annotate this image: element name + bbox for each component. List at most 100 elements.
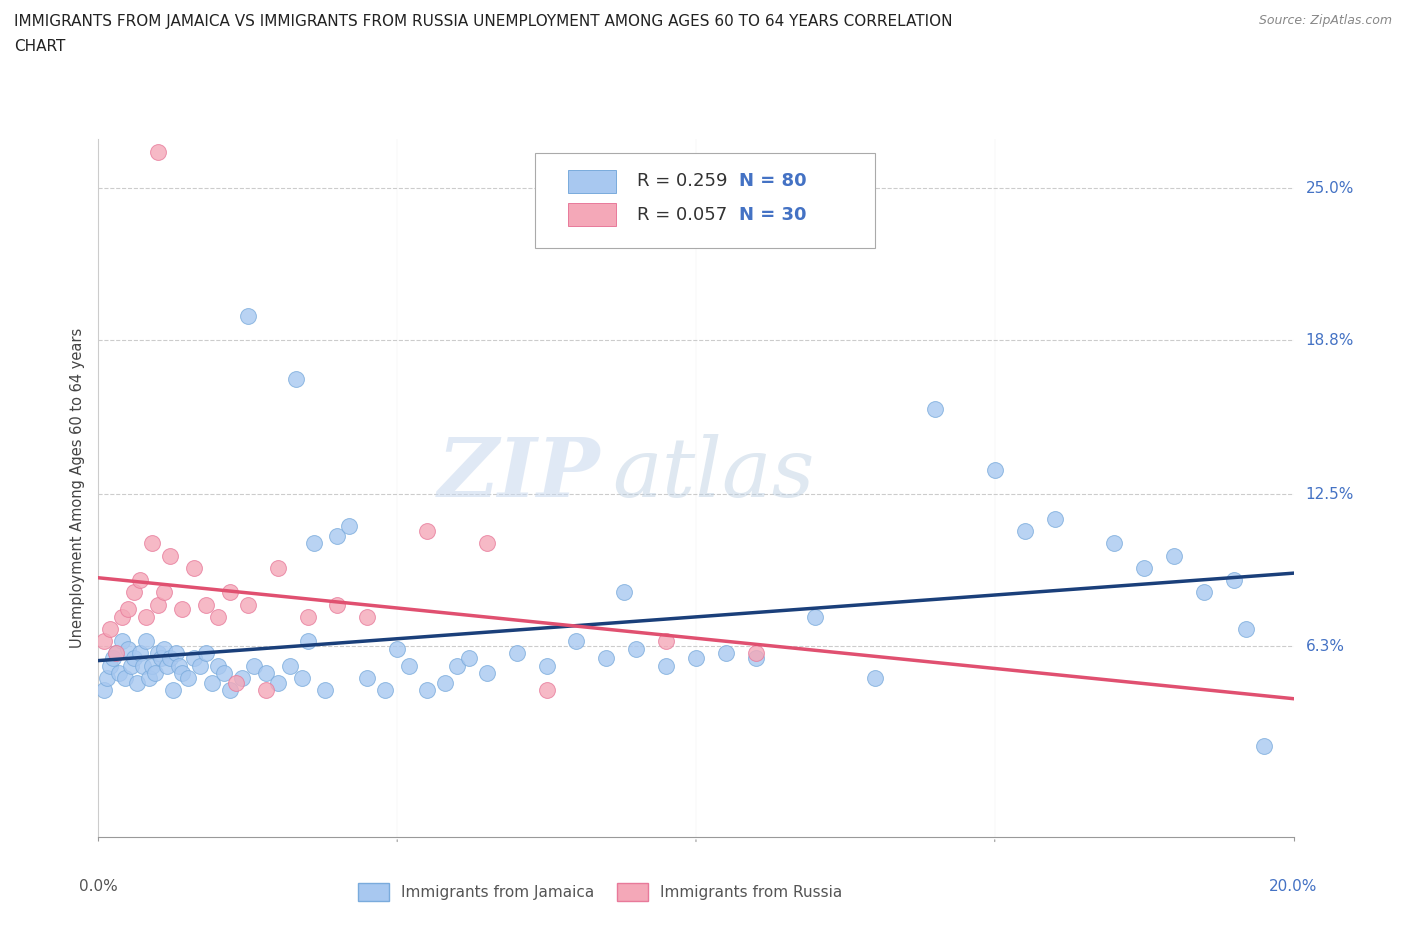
Point	[302, 536, 325, 551]
Point	[117, 602, 139, 617]
FancyBboxPatch shape	[568, 170, 616, 193]
Text: atlas: atlas	[612, 434, 814, 514]
Point	[314, 683, 337, 698]
Point	[458, 651, 481, 666]
Point	[284, 372, 307, 387]
Point	[254, 666, 277, 681]
Point	[194, 597, 218, 612]
Text: ZIP: ZIP	[437, 434, 600, 514]
Point	[374, 683, 396, 698]
Point	[127, 675, 149, 690]
Point	[111, 609, 134, 624]
Point	[267, 561, 290, 576]
Point	[446, 658, 468, 673]
Point	[141, 658, 163, 673]
Point	[188, 658, 211, 673]
Point	[356, 609, 378, 624]
Point	[132, 658, 155, 673]
Point	[326, 528, 349, 543]
Point	[143, 666, 166, 681]
Point	[416, 524, 439, 538]
Legend: Immigrants from Jamaica, Immigrants from Russia: Immigrants from Jamaica, Immigrants from…	[353, 877, 848, 907]
Point	[207, 609, 229, 624]
FancyBboxPatch shape	[534, 153, 875, 247]
Point	[267, 675, 290, 690]
Point	[172, 666, 194, 681]
Point	[339, 519, 360, 534]
Point	[254, 683, 277, 698]
Text: R = 0.259: R = 0.259	[637, 172, 728, 191]
Point	[231, 671, 253, 685]
Point	[93, 683, 115, 698]
Point	[745, 651, 768, 666]
Point	[148, 144, 170, 159]
Point	[108, 666, 131, 681]
Text: 18.8%: 18.8%	[1305, 333, 1354, 348]
Point	[863, 671, 886, 685]
Point	[111, 633, 134, 648]
Point	[177, 671, 200, 685]
Point	[1234, 621, 1257, 636]
Point	[243, 658, 266, 673]
FancyBboxPatch shape	[568, 204, 616, 226]
Text: 0.0%: 0.0%	[79, 879, 118, 894]
Point	[129, 646, 152, 661]
Point	[162, 683, 184, 698]
Text: 25.0%: 25.0%	[1305, 181, 1354, 196]
Point	[148, 646, 170, 661]
Point	[655, 633, 678, 648]
Point	[1222, 573, 1246, 588]
Point	[135, 633, 157, 648]
Point	[326, 597, 349, 612]
Point	[124, 585, 146, 600]
Point	[1192, 585, 1215, 600]
Point	[172, 602, 194, 617]
Point	[98, 621, 122, 636]
Point	[138, 671, 160, 685]
Point	[150, 651, 173, 666]
Point	[212, 666, 235, 681]
Point	[655, 658, 678, 673]
Point	[924, 401, 946, 416]
Point	[506, 646, 529, 661]
Text: 12.5%: 12.5%	[1305, 487, 1354, 502]
Point	[297, 609, 319, 624]
Point	[236, 308, 259, 323]
Text: R = 0.057: R = 0.057	[637, 206, 728, 224]
Point	[159, 548, 181, 563]
Point	[1043, 512, 1066, 526]
Point	[153, 641, 176, 656]
Point	[141, 536, 163, 551]
Point	[278, 658, 301, 673]
Text: CHART: CHART	[14, 39, 66, 54]
Text: Source: ZipAtlas.com: Source: ZipAtlas.com	[1258, 14, 1392, 27]
Point	[804, 609, 827, 624]
Point	[475, 536, 498, 551]
Point	[225, 675, 247, 690]
Point	[153, 585, 176, 600]
Point	[167, 658, 190, 673]
Point	[1014, 524, 1036, 538]
Point	[565, 633, 588, 648]
Point	[236, 597, 259, 612]
Text: N = 80: N = 80	[740, 172, 807, 191]
Point	[159, 651, 181, 666]
Point	[165, 646, 187, 661]
Point	[385, 641, 409, 656]
Point	[613, 585, 636, 600]
Point	[207, 658, 229, 673]
Point	[1253, 739, 1275, 754]
Point	[201, 675, 224, 690]
Point	[1133, 561, 1156, 576]
Y-axis label: Unemployment Among Ages 60 to 64 years: Unemployment Among Ages 60 to 64 years	[70, 328, 86, 648]
Point	[983, 462, 1005, 477]
Point	[105, 646, 128, 661]
Point	[105, 646, 128, 661]
Point	[356, 671, 378, 685]
Point	[219, 683, 242, 698]
Point	[96, 671, 118, 685]
Point	[194, 646, 218, 661]
Point	[183, 651, 205, 666]
Point	[475, 666, 498, 681]
Point	[536, 658, 558, 673]
